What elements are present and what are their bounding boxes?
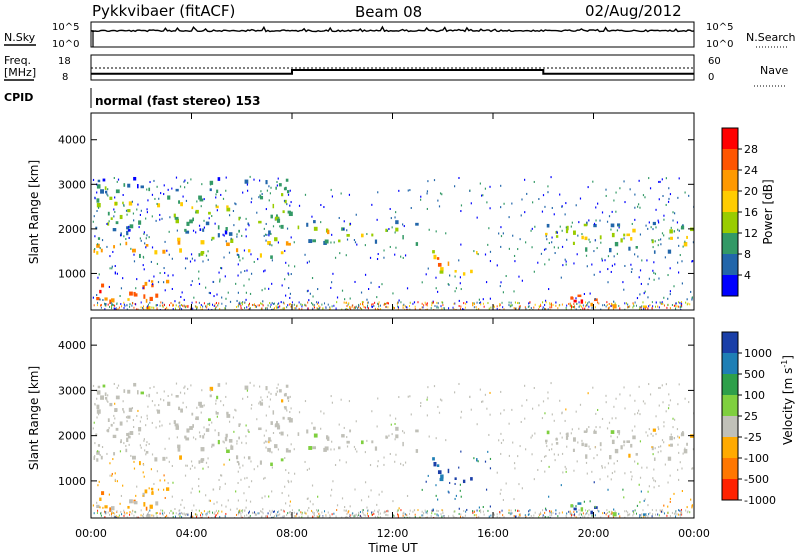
colorbar-tick: 20 [744, 185, 758, 198]
nsky-tick-bottom: 10^0 [52, 39, 79, 50]
colorbar-tick: -100 [744, 452, 769, 465]
x-axis-label: Time UT [367, 541, 418, 554]
x-ticks: 00:00 04:00 08:00 12:00 16:00 20:00 00:00 [75, 113, 710, 540]
y-tick-label: 1000 [58, 475, 86, 488]
y-tick-label: 3000 [58, 178, 86, 191]
colorbar-tick: 25 [744, 410, 758, 423]
nave-tick-bottom: 0 [708, 72, 714, 83]
x-tick-label: 08:00 [276, 527, 308, 540]
svg-text:Slant Range [km]: Slant Range [km] [27, 160, 41, 264]
velocity-scatter [92, 381, 694, 518]
y-tick-label: 2000 [58, 223, 86, 236]
x-tick-label: 12:00 [377, 527, 409, 540]
nsky-tick-top: 10^5 [52, 22, 79, 33]
cpid-value: normal (fast stereo) 153 [95, 94, 261, 108]
y-tick-label: 3000 [58, 384, 86, 397]
x-tick-label: 04:00 [176, 527, 208, 540]
colorbar-tick: -1000 [744, 494, 776, 507]
velocity-ylabel: Slant Range [km] [27, 366, 41, 470]
x-tick-label: 00:00 [75, 527, 107, 540]
nsearch-tick-top: 10^5 [706, 22, 733, 33]
colorbar-tick: 1000 [744, 347, 772, 360]
colorbar-tick: 8 [744, 248, 751, 261]
svg-text:Slant Range [km]: Slant Range [km] [27, 366, 41, 470]
nsky-trace [90, 25, 695, 33]
beam-title: Beam 08 [355, 3, 422, 21]
date-title: 02/Aug/2012 [585, 2, 682, 20]
colorbar-tick: 12 [744, 227, 758, 240]
velocity-panel [90, 317, 695, 519]
nsearch-label: N.Search [746, 31, 796, 44]
x-tick-label: 16:00 [477, 527, 509, 540]
colorbar-tick: -500 [744, 473, 769, 486]
freq-label: Freq. [4, 54, 31, 67]
colorbar-tick: 28 [744, 143, 758, 156]
y-tick-label: 4000 [58, 134, 86, 147]
svg-text:Velocity [m s-1]: Velocity [m s-1] [780, 355, 795, 445]
power-ylabel: Slant Range [km] [27, 160, 41, 264]
colorbar-tick: 16 [744, 206, 758, 219]
power-y-ticks: 4000 3000 2000 1000 [58, 134, 694, 280]
nsky-panel [90, 21, 695, 48]
freq-unit: [MHz] [4, 66, 36, 79]
colorbar-tick: 24 [744, 164, 758, 177]
velocity-colorbar-label: Velocity [m s-1] [780, 355, 795, 445]
power-panel [90, 112, 695, 311]
freq-tick-top: 18 [58, 56, 71, 67]
colorbar-tick: 4 [744, 269, 751, 282]
svg-text:Power [dB]: Power [dB] [761, 179, 775, 244]
freq-tick-bottom: 8 [62, 72, 68, 83]
velocity-colorbar: 1000 500 100 25 -25 -100 -500 -1000 [721, 331, 776, 507]
y-tick-label: 4000 [58, 339, 86, 352]
power-colorbar-label: Power [dB] [761, 179, 775, 244]
power-colorbar: 28 24 20 16 12 8 4 [721, 127, 758, 297]
y-tick-label: 2000 [58, 430, 86, 443]
velocity-y-ticks: 4000 3000 2000 1000 [58, 339, 694, 488]
freq-trace [91, 69, 694, 75]
nave-label: Nave [760, 64, 788, 77]
x-tick-label: 00:00 [678, 527, 710, 540]
colorbar-tick: 100 [744, 389, 765, 402]
nsearch-tick-bottom: 10^0 [706, 39, 733, 50]
colorbar-tick: 500 [744, 368, 765, 381]
y-tick-label: 1000 [58, 267, 86, 280]
station-title: Pykkvibaer (fitACF) [92, 2, 235, 20]
x-tick-label: 20:00 [578, 527, 610, 540]
power-scatter [92, 175, 694, 310]
cpid-label: CPID [4, 91, 33, 104]
nave-tick-top: 60 [708, 56, 721, 67]
nsky-label: N.Sky [4, 31, 36, 44]
colorbar-tick: -25 [744, 431, 762, 444]
